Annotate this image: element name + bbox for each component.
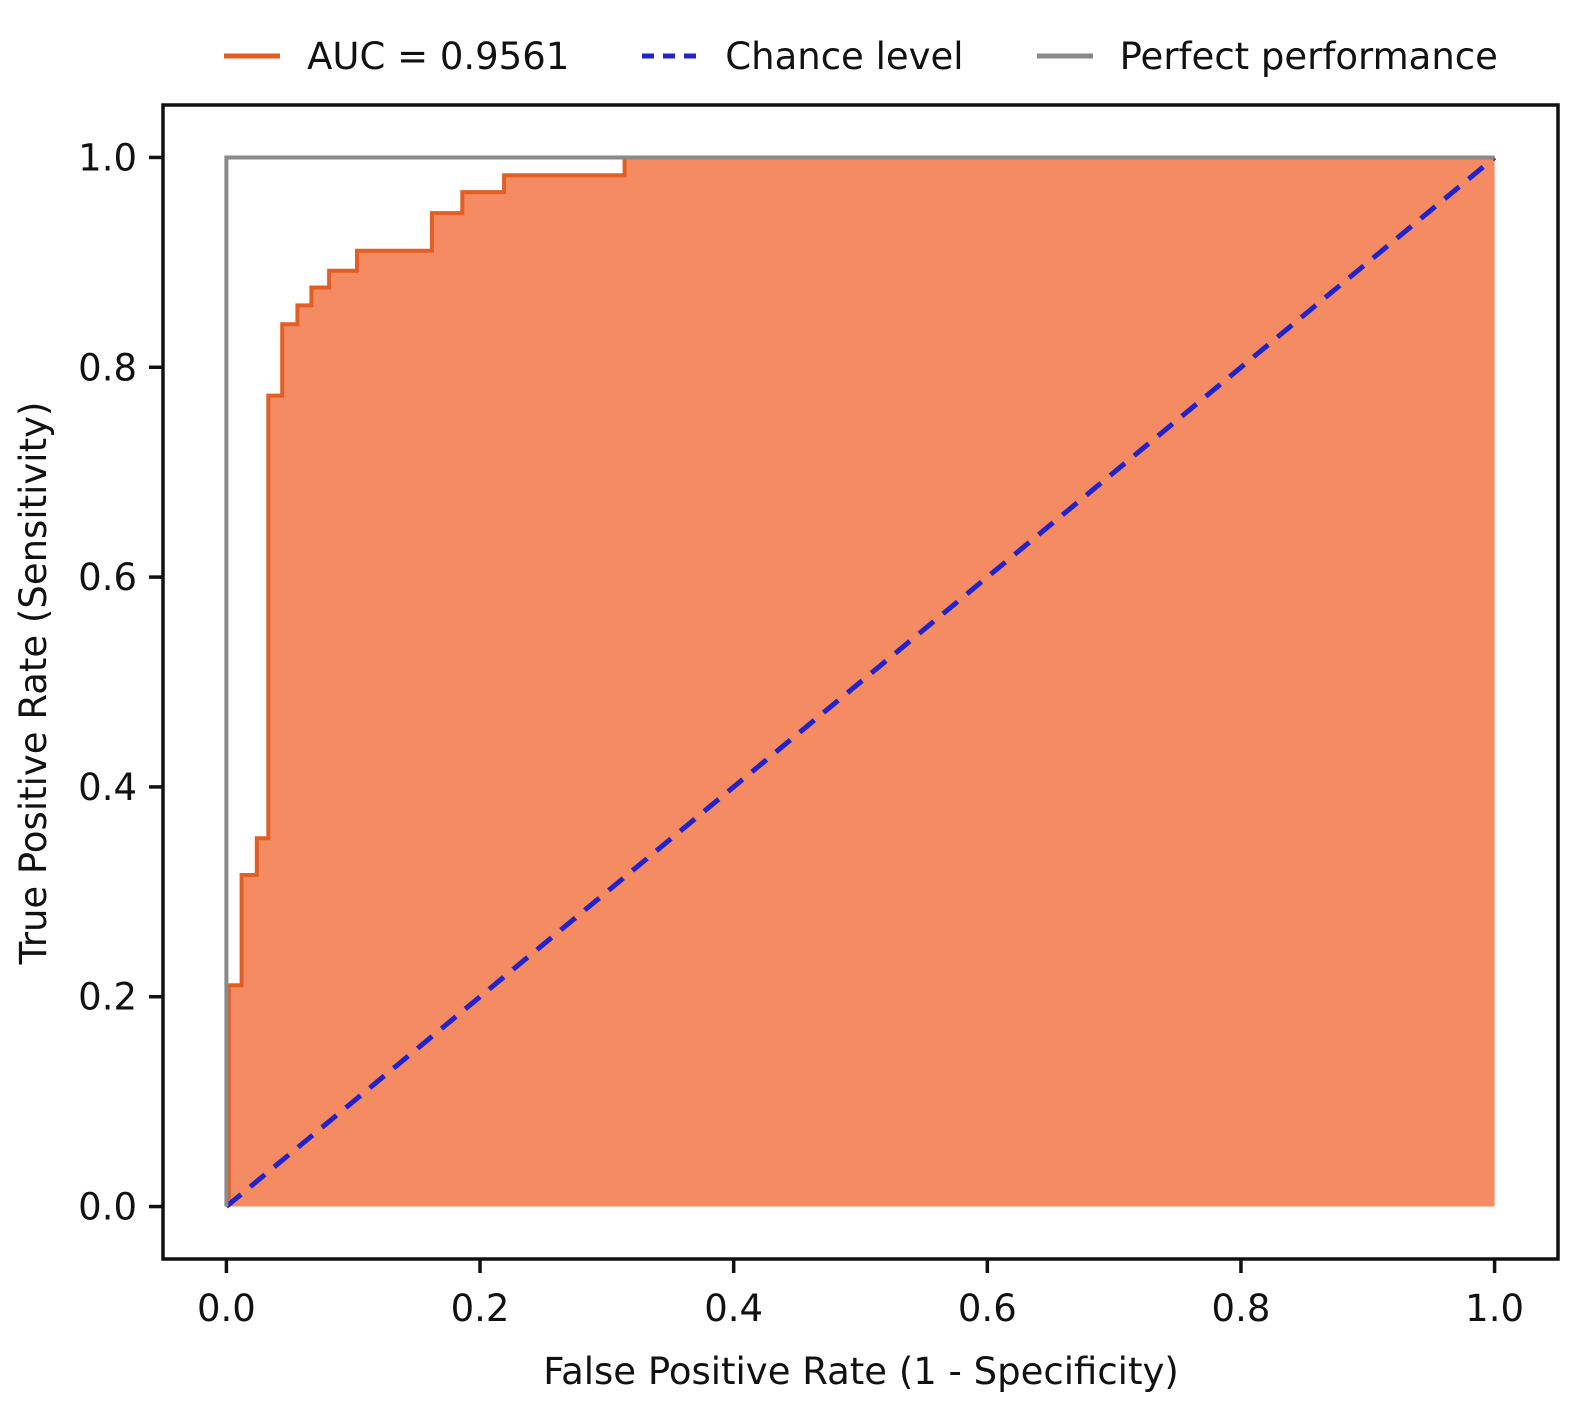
y-tick-label: 0.8 <box>78 346 137 389</box>
legend: AUC = 0.9561 Chance level Perfect perfor… <box>163 26 1558 86</box>
perfect-performance-line-swatch <box>1036 53 1093 59</box>
x-tick-label: 0.8 <box>1212 1287 1271 1330</box>
legend-label-auc: AUC = 0.9561 <box>307 34 570 78</box>
x-tick-label: 0.2 <box>451 1287 510 1330</box>
x-tick-label: 0.6 <box>958 1287 1017 1330</box>
legend-label-chance-level: Chance level <box>725 34 964 78</box>
y-tick-label: 0.0 <box>78 1186 137 1229</box>
x-tick-label: 0.4 <box>704 1287 763 1330</box>
y-tick-label: 0.4 <box>78 766 137 809</box>
y-tick-label: 0.6 <box>78 556 137 599</box>
perfect-performance-line <box>224 155 1495 1207</box>
x-tick-label: 1.0 <box>1465 1287 1524 1330</box>
legend-item-chance-level: Chance level <box>641 34 964 78</box>
auc-line-swatch <box>224 53 281 59</box>
x-axis-label: False Positive Rate (1 - Specificity) <box>543 1350 1179 1393</box>
chance-level-line <box>224 155 1497 1209</box>
plot-area: 0.0 0.2 0.4 0.6 0.8 1.0 0.0 0.2 0.4 0.6 0.8 1.0 <box>78 103 1560 1330</box>
legend-item-perfect-performance: Perfect performance <box>1036 35 1498 78</box>
legend-label-perfect-performance: Perfect performance <box>1119 34 1498 78</box>
chance-level-dashed-swatch <box>642 53 699 59</box>
roc-curve-line <box>226 155 1495 1207</box>
y-tick-label: 1.0 <box>78 136 137 179</box>
plot-border <box>161 103 1560 1261</box>
legend-item-auc: AUC = 0.9561 <box>223 35 569 78</box>
y-axis-label: True Positive Rate (Sensitivity) <box>12 402 55 966</box>
y-tick-label: 0.2 <box>78 976 137 1019</box>
x-tick-label: 0.0 <box>197 1287 256 1330</box>
